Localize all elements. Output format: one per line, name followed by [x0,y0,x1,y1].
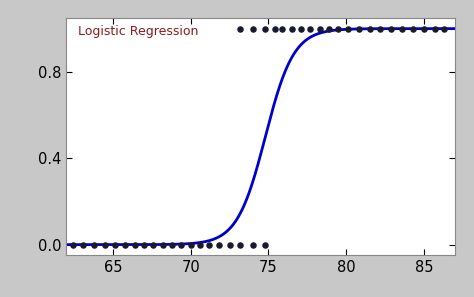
Text: Logistic Regression: Logistic Regression [78,25,199,38]
Point [344,26,352,31]
Point [196,242,204,247]
Point [226,242,233,247]
Point [150,242,157,247]
Point [215,242,222,247]
Point [91,242,98,247]
Point [122,242,129,247]
Point [159,242,166,247]
Point [69,242,76,247]
Point [325,26,333,31]
Point [262,242,269,247]
Point [288,26,296,31]
Point [420,26,428,31]
Point [307,26,314,31]
Point [131,242,138,247]
Point [80,242,87,247]
Point [297,26,305,31]
Point [237,26,244,31]
Point [237,242,244,247]
Point [271,26,279,31]
Point [366,26,374,31]
Point [355,26,363,31]
Point [178,242,185,247]
Point [409,26,417,31]
Point [168,242,176,247]
Point [431,26,438,31]
Point [398,26,406,31]
Point [111,242,118,247]
Point [249,242,257,247]
Point [140,242,148,247]
Point [249,26,257,31]
Point [187,242,194,247]
Point [262,26,269,31]
Point [335,26,342,31]
Point [279,26,286,31]
Point [377,26,384,31]
Point [388,26,395,31]
Point [101,242,109,247]
Point [316,26,324,31]
Point [440,26,448,31]
Point [206,242,213,247]
